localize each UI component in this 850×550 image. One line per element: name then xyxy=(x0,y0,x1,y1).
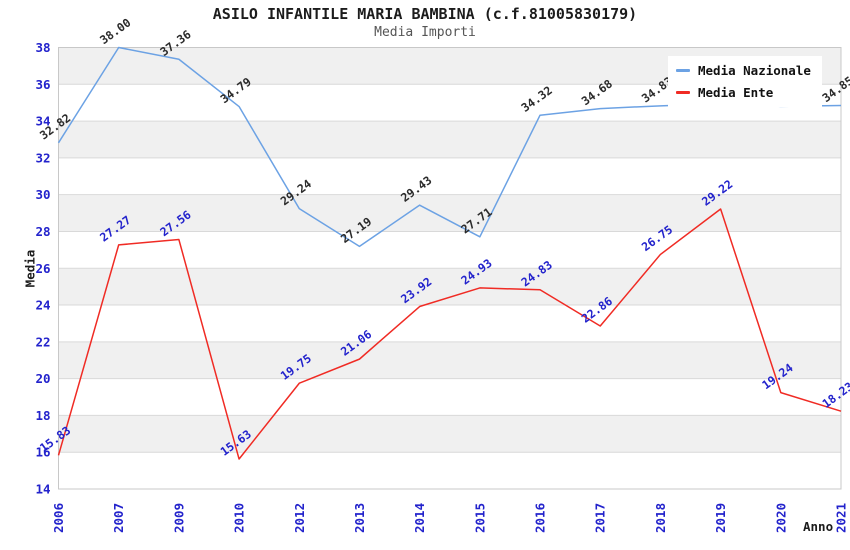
grid-band xyxy=(58,341,841,379)
plot-border xyxy=(58,47,842,490)
y-tick-label: 28 xyxy=(35,224,50,239)
y-tick-label: 36 xyxy=(35,77,50,92)
x-tick-label: 2010 xyxy=(232,503,247,533)
legend-label-media-ente: Media Ente xyxy=(698,85,774,100)
point-label-media-ente: 18.23 xyxy=(820,379,850,411)
legend-item-media-nazionale: Media Nazionale xyxy=(676,63,822,78)
x-tick-label: 2015 xyxy=(472,503,487,533)
x-tick-label: 2006 xyxy=(51,503,66,533)
y-tick-label: 22 xyxy=(35,334,50,349)
grid-band xyxy=(58,121,841,158)
series-line-media-ente xyxy=(57,208,842,460)
y-tick-label: 18 xyxy=(35,408,50,423)
point-label-media-nazionale: 34.32 xyxy=(519,83,555,115)
legend-label-media-nazionale: Media Nazionale xyxy=(698,63,811,78)
legend: Media Nazionale Media Ente xyxy=(668,56,822,107)
x-tick-label: 2014 xyxy=(412,503,427,533)
y-tick-label: 20 xyxy=(35,371,50,386)
x-tick-label: 2013 xyxy=(352,503,367,533)
x-axis-title: Anno xyxy=(803,519,834,534)
media-nazionale-line-swatch-icon xyxy=(676,69,690,72)
legend-item-media-ente: Media Ente xyxy=(676,85,822,100)
chart-title: ASILO INFANTILE MARIA BAMBINA (c.f.81005… xyxy=(212,5,638,23)
y-tick-label: 26 xyxy=(35,261,50,276)
y-tick-label: 34 xyxy=(35,114,50,129)
media-ente-line-swatch-icon xyxy=(676,91,690,94)
chart-subtitle: Media Importi xyxy=(374,25,476,40)
y-tick-label: 30 xyxy=(35,187,50,202)
grid-band xyxy=(58,194,841,232)
y-tick-label: 38 xyxy=(35,40,50,55)
x-tick-label: 2021 xyxy=(834,503,849,533)
y-tick-label: 24 xyxy=(35,298,50,313)
x-tick-label: 2020 xyxy=(773,503,788,533)
x-tick-label: 2016 xyxy=(533,503,548,533)
x-tick-label: 2007 xyxy=(111,503,126,533)
grid-band xyxy=(58,268,841,306)
x-tick-label: 2018 xyxy=(653,503,668,533)
x-tick-label: 2009 xyxy=(171,503,186,533)
y-axis-title: Media xyxy=(22,249,38,288)
y-tick-label: 16 xyxy=(35,445,50,460)
y-tick-label: 32 xyxy=(35,150,50,165)
y-tick-label: 14 xyxy=(35,482,50,497)
x-tick-label: 2012 xyxy=(292,503,307,533)
x-tick-label: 2019 xyxy=(713,503,728,533)
grid-band xyxy=(58,415,841,453)
x-tick-label: 2017 xyxy=(593,503,608,533)
